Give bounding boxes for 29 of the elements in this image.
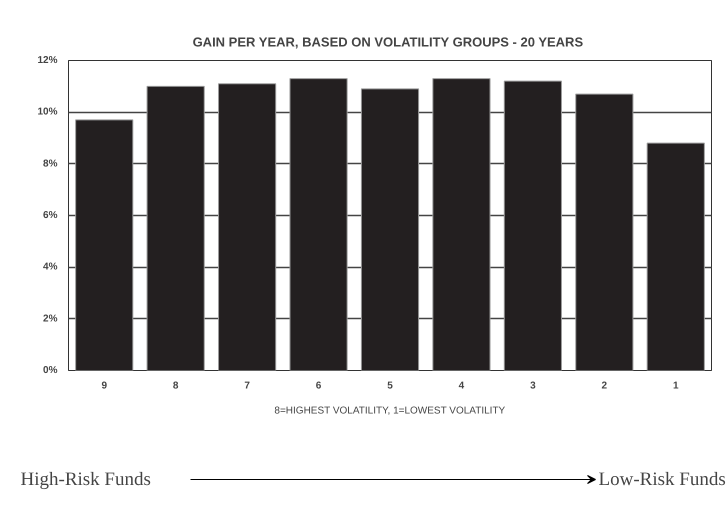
y-tick-label: 2% <box>43 313 58 324</box>
y-tick-label: 0% <box>43 365 58 376</box>
bar <box>360 88 420 370</box>
x-tick-label: 5 <box>387 380 394 392</box>
x-axis-title: 8=HIGHEST VOLATILITY, 1=LOWEST VOLATILITY <box>274 406 506 416</box>
bar <box>218 83 276 370</box>
bar <box>289 78 348 370</box>
x-tick-label: 4 <box>458 380 465 392</box>
x-tick-label: 6 <box>316 380 322 392</box>
x-tick-label: 9 <box>101 380 108 392</box>
x-tick-label: 7 <box>244 380 250 392</box>
bar <box>75 119 134 370</box>
text: Low-Risk Funds <box>598 469 726 490</box>
y-tick-label: 12% <box>37 55 58 66</box>
bar <box>646 142 705 370</box>
x-tick-label: 3 <box>530 380 536 392</box>
bar <box>432 78 491 370</box>
y-tick-label: 10% <box>37 106 58 118</box>
y-tick-label: 8% <box>43 158 58 170</box>
chart-title: GAIN PER YEAR, BASED ON VOLATILITY GROUPS - 20 YEARS <box>192 34 584 50</box>
text: High-Risk Funds <box>20 469 151 490</box>
x-tick-label: 8 <box>172 380 179 392</box>
y-tick-label: 4% <box>43 262 58 273</box>
bar <box>146 86 205 370</box>
bar <box>575 94 634 370</box>
x-tick-label: 1 <box>672 380 679 392</box>
y-tick-label: 6% <box>43 210 58 221</box>
x-tick-label: 2 <box>602 380 608 392</box>
bar <box>504 80 562 370</box>
